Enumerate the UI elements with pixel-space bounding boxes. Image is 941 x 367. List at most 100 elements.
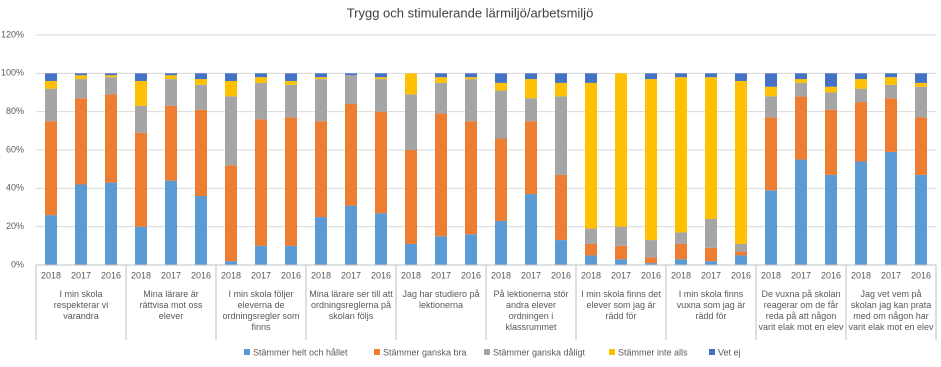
bar-segment xyxy=(225,96,237,166)
bar-segment xyxy=(165,105,177,181)
bar-segment xyxy=(615,226,627,246)
bar-segment xyxy=(435,113,447,237)
bar-segment xyxy=(765,117,777,191)
bar-segment xyxy=(255,82,267,120)
bar-segment xyxy=(585,82,597,229)
x-tick-label: 2018 xyxy=(851,270,871,280)
bar-segment xyxy=(195,84,207,110)
x-tick-label: 2018 xyxy=(311,270,331,280)
bar-segment xyxy=(645,73,657,80)
group-label: Jag vet vem på skolan jag kan prata med … xyxy=(848,289,934,332)
bar-segment xyxy=(735,243,747,252)
bar-segment xyxy=(825,109,837,175)
x-tick-label: 2018 xyxy=(491,270,511,280)
x-tick-label: 2017 xyxy=(431,270,451,280)
bar-segment xyxy=(285,117,297,246)
bar-segment xyxy=(555,240,567,265)
bar-segment xyxy=(345,205,357,265)
bar-segment xyxy=(705,219,717,248)
group-label: I min skola respekterar vi varandra xyxy=(53,289,109,321)
bar-segment xyxy=(465,121,477,235)
bar-segment xyxy=(615,73,627,227)
bar-segment xyxy=(315,121,327,218)
bar-segment xyxy=(465,77,477,80)
bar-segment xyxy=(285,245,297,265)
bar-segment xyxy=(765,190,777,265)
bar-segment xyxy=(75,79,87,99)
bar-segment xyxy=(555,96,567,175)
bar-segment xyxy=(585,228,597,244)
bar-segment xyxy=(825,92,837,110)
bar-segment xyxy=(855,79,867,89)
bar-segment xyxy=(315,77,327,80)
bar-segment xyxy=(675,77,687,233)
bar-segment xyxy=(915,117,927,175)
bar-segment xyxy=(165,180,177,265)
bar-segment xyxy=(75,98,87,185)
x-tick-label: 2016 xyxy=(461,270,481,280)
x-tick-label: 2018 xyxy=(221,270,241,280)
bar-segment xyxy=(645,240,657,258)
x-tick-label: 2016 xyxy=(191,270,211,280)
x-tick-label: 2018 xyxy=(761,270,781,280)
bar-segment xyxy=(375,111,387,214)
bar-segment xyxy=(45,81,57,89)
x-tick-label: 2018 xyxy=(41,270,61,280)
bar-segment xyxy=(375,77,387,80)
x-tick-label: 2017 xyxy=(251,270,271,280)
bar-segment xyxy=(435,82,447,114)
bar-segment xyxy=(225,261,237,265)
bar-segment xyxy=(315,79,327,122)
group-label: I min skola finns vuxna som jag är rädd … xyxy=(676,289,746,321)
bar-segment xyxy=(525,73,537,80)
bar-segment xyxy=(525,121,537,195)
x-tick-label: 2016 xyxy=(911,270,931,280)
bar-segment xyxy=(195,109,207,196)
x-tick-label: 2016 xyxy=(281,270,301,280)
x-tick-label: 2017 xyxy=(791,270,811,280)
x-tick-label: 2017 xyxy=(341,270,361,280)
bar-segment xyxy=(915,82,927,87)
bar-segment xyxy=(675,243,687,260)
bar-segment xyxy=(645,79,657,241)
x-tick-label: 2016 xyxy=(101,270,121,280)
bar-segment xyxy=(915,174,927,265)
bar-segment xyxy=(255,119,267,246)
bar-segment xyxy=(585,255,597,265)
x-tick-label: 2017 xyxy=(521,270,541,280)
x-tick-label: 2017 xyxy=(71,270,91,280)
bar-segment xyxy=(135,226,147,265)
bar-segment xyxy=(885,73,897,78)
bar-segment xyxy=(45,73,57,81)
bar-segment xyxy=(285,73,297,81)
bar-segment xyxy=(675,73,687,78)
bar-segment xyxy=(735,73,747,81)
bar-segment xyxy=(495,82,507,91)
bar-segment xyxy=(915,86,927,118)
x-tick-label: 2018 xyxy=(581,270,601,280)
bar-segment xyxy=(45,121,57,216)
group-label: På lektionerna stör andra elever ordning… xyxy=(493,289,569,332)
bar-segment xyxy=(75,73,87,76)
bar-segment xyxy=(195,73,207,80)
bar-segment xyxy=(105,73,117,76)
bar-segment xyxy=(855,73,867,80)
chart-title: Trygg och stimulerande lärmiljö/arbetsmi… xyxy=(347,5,594,20)
bar-segment xyxy=(615,259,627,265)
bar-segment xyxy=(585,243,597,256)
x-tick-label: 2017 xyxy=(161,270,181,280)
y-tick-label: 20% xyxy=(6,221,24,231)
bar-segment xyxy=(225,165,237,262)
bar-segment xyxy=(885,77,897,85)
bar-segment xyxy=(105,94,117,183)
bar-segment xyxy=(285,81,297,85)
bar-segment xyxy=(465,79,477,122)
bar-segment xyxy=(645,257,657,264)
group-label: Jag har studiero på lektionerna xyxy=(402,289,480,310)
bar-segment xyxy=(825,86,837,93)
bar-segment xyxy=(765,96,777,118)
bar-segment xyxy=(585,73,597,83)
bar-segment xyxy=(255,245,267,265)
group-label: Mina lärare är rättvisa mot oss elever xyxy=(139,289,203,321)
